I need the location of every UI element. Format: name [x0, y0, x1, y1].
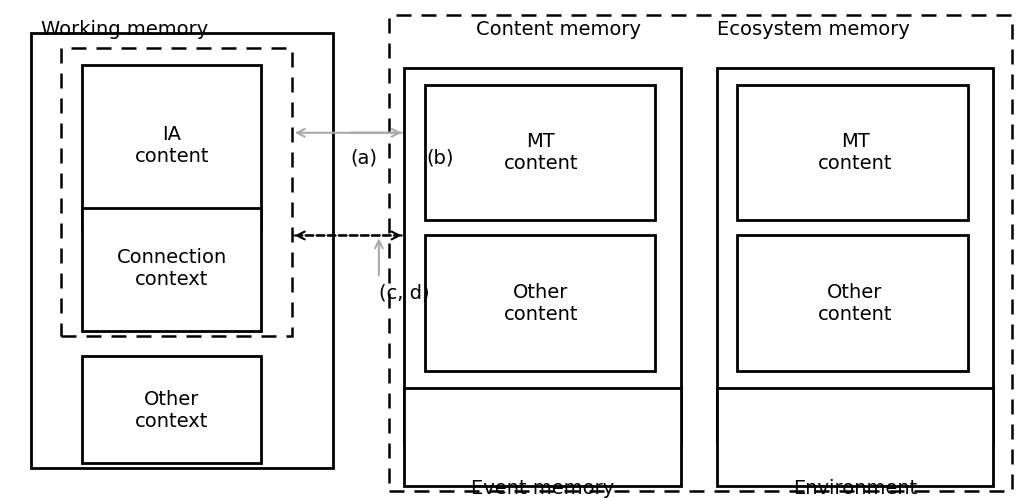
Bar	[82, 65, 261, 230]
Text: (b): (b)	[427, 148, 454, 167]
Text: (c, d): (c, d)	[379, 284, 430, 303]
Bar	[717, 68, 993, 443]
Text: (a): (a)	[350, 148, 377, 167]
Text: Connection
context: Connection context	[117, 247, 227, 289]
Bar	[404, 388, 681, 486]
Bar	[737, 85, 968, 220]
Text: Other
content: Other content	[818, 283, 892, 324]
Text: MT
content: MT content	[818, 132, 892, 173]
Text: Other
content: Other content	[504, 283, 578, 324]
Bar	[717, 388, 993, 486]
Bar	[61, 48, 292, 336]
Bar	[404, 68, 681, 443]
Bar	[737, 235, 968, 371]
Bar	[31, 33, 333, 468]
Bar	[425, 85, 655, 220]
Bar	[82, 208, 261, 331]
Text: MT
content: MT content	[504, 132, 578, 173]
Bar	[82, 356, 261, 463]
Bar	[425, 235, 655, 371]
Text: Environment: Environment	[793, 479, 918, 498]
Text: Other
context: Other context	[135, 390, 209, 431]
Text: Content memory: Content memory	[476, 20, 641, 39]
Text: IA
content: IA content	[135, 125, 209, 166]
Text: Ecosystem memory: Ecosystem memory	[717, 20, 909, 39]
Bar	[389, 15, 1012, 491]
Text: Event memory: Event memory	[471, 479, 614, 498]
Text: Working memory: Working memory	[41, 20, 208, 39]
